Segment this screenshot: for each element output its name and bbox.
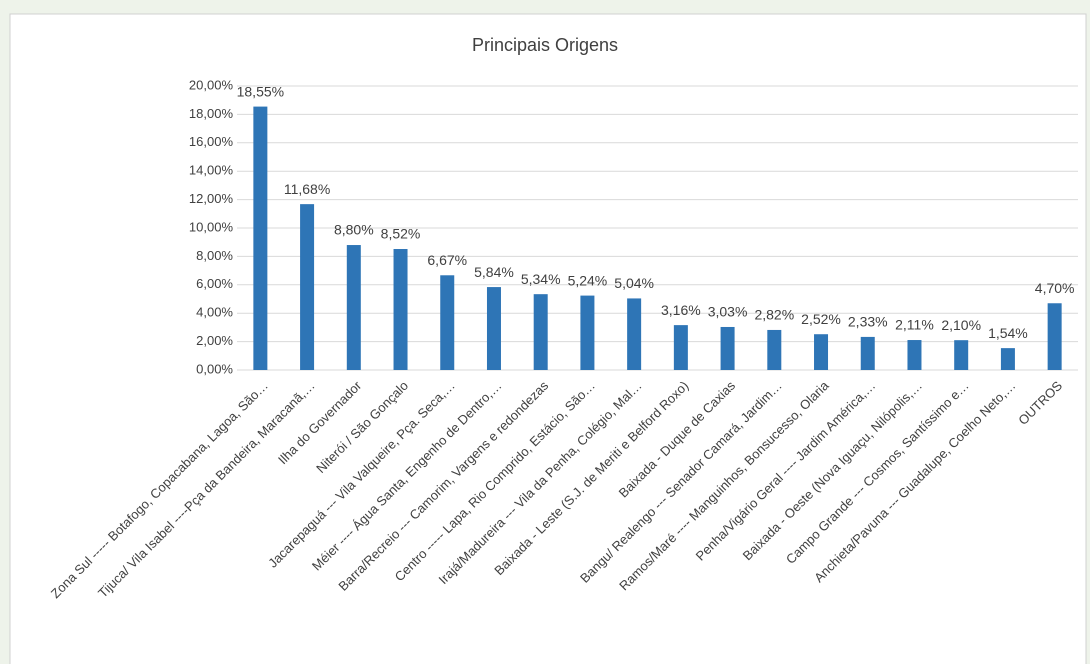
- y-tick-label: 4,00%: [196, 305, 233, 320]
- data-label: 5,84%: [474, 264, 514, 280]
- data-label: 18,55%: [237, 83, 284, 99]
- bar: [814, 334, 829, 370]
- data-label: 3,16%: [661, 302, 701, 318]
- bar: [486, 287, 501, 370]
- data-label: 2,11%: [895, 317, 934, 333]
- bar: [860, 336, 875, 370]
- data-label: 1,54%: [988, 325, 1028, 341]
- data-label: 5,04%: [614, 275, 654, 291]
- data-label: 2,10%: [941, 317, 981, 333]
- data-label: 8,80%: [334, 222, 374, 238]
- data-label: 11,68%: [284, 181, 330, 197]
- bar: [673, 325, 688, 370]
- y-tick-label: 20,00%: [189, 77, 234, 92]
- y-tick-label: 8,00%: [196, 248, 233, 263]
- bar: [393, 249, 408, 370]
- bar: [253, 106, 268, 370]
- bar: [440, 275, 455, 370]
- bar: [954, 340, 969, 370]
- y-tick-label: 18,00%: [189, 106, 234, 121]
- y-tick-label: 16,00%: [189, 134, 234, 149]
- bar: [346, 245, 361, 370]
- data-label: 3,03%: [708, 304, 748, 320]
- data-label: 8,52%: [381, 226, 421, 242]
- y-tick-label: 10,00%: [189, 219, 234, 234]
- data-label: 2,82%: [754, 307, 794, 323]
- data-label: 5,24%: [568, 272, 608, 288]
- bar: [300, 204, 315, 370]
- data-label: 2,52%: [801, 311, 841, 327]
- y-tick-label: 12,00%: [189, 191, 234, 206]
- bar: [907, 340, 922, 370]
- bar: [767, 329, 782, 370]
- bar: [1000, 348, 1015, 370]
- data-label: 5,34%: [521, 271, 561, 287]
- chart-area: [9, 13, 1087, 664]
- bar: [580, 295, 595, 370]
- y-tick-label: 14,00%: [189, 163, 234, 178]
- bar: [627, 298, 642, 370]
- bar: [1047, 303, 1062, 370]
- data-label: 2,33%: [848, 314, 888, 330]
- data-label: 4,70%: [1035, 280, 1075, 296]
- y-tick-label: 2,00%: [196, 333, 233, 348]
- bar: [533, 294, 548, 370]
- y-tick-label: 6,00%: [196, 276, 233, 291]
- y-tick-label: 0,00%: [196, 361, 233, 376]
- chart-title: Principais Origens: [472, 35, 618, 55]
- data-label: 6,67%: [427, 252, 467, 268]
- bar: [720, 326, 735, 370]
